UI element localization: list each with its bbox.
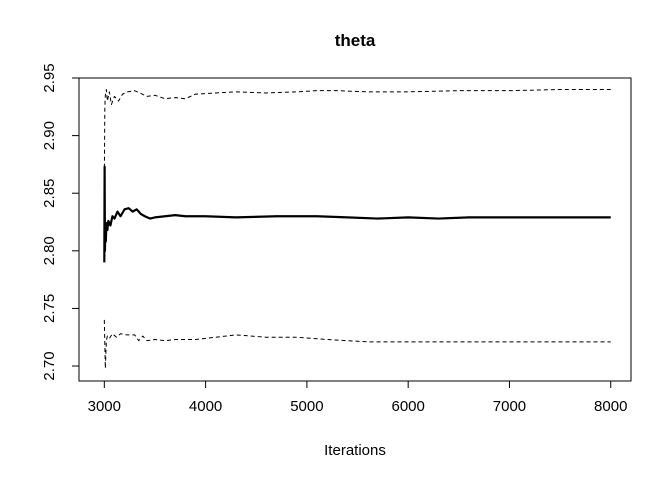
y-tick-label: 2.70 bbox=[41, 351, 58, 380]
x-tick-label: 3000 bbox=[88, 398, 121, 415]
x-axis: 3000 4000 5000 6000 7000 8000 bbox=[88, 380, 627, 415]
running-mean-line bbox=[103, 165, 611, 263]
y-tick-label: 2.90 bbox=[41, 121, 58, 150]
y-tick-label: 2.80 bbox=[41, 236, 58, 265]
y-tick-label: 2.85 bbox=[41, 179, 58, 208]
x-tick-label: 4000 bbox=[189, 398, 222, 415]
plot-frame bbox=[78, 77, 632, 382]
x-tick-label: 6000 bbox=[391, 398, 424, 415]
x-tick-label: 5000 bbox=[290, 398, 323, 415]
x-tick-label: 8000 bbox=[594, 398, 627, 415]
y-tick-label: 2.75 bbox=[41, 294, 58, 323]
series-layer bbox=[103, 89, 611, 369]
y-axis: 2.70 2.75 2.80 2.85 2.90 2.95 bbox=[41, 63, 80, 381]
chart-title: theta bbox=[335, 31, 376, 50]
x-axis-label: Iterations bbox=[324, 442, 386, 459]
y-tick-label: 2.95 bbox=[41, 63, 58, 92]
lower-quantile-line bbox=[103, 319, 611, 369]
upper-quantile-line bbox=[103, 89, 611, 182]
x-tick-label: 7000 bbox=[493, 398, 526, 415]
